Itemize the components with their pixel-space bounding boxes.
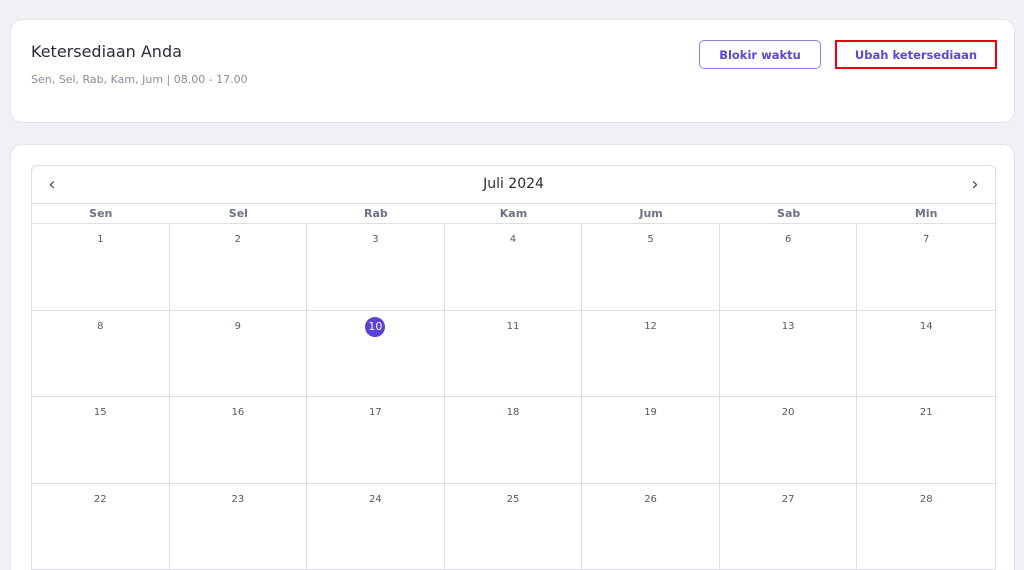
weekday-header: Sel	[228, 207, 248, 220]
calendar-day[interactable]: 4	[444, 224, 583, 311]
day-number: 7	[923, 234, 930, 245]
calendar-day[interactable]: 12	[582, 310, 720, 397]
day-number: 8	[97, 320, 104, 332]
day-number: 26	[644, 493, 657, 505]
edit-availability-button[interactable]: Ubah ketersediaan	[835, 40, 997, 69]
calendar-day[interactable]: 22	[32, 483, 170, 570]
calendar-day[interactable]: 15	[32, 397, 170, 484]
calendar-header: ‹ Juli 2024 ›	[32, 166, 995, 204]
weekday-header: Sen	[89, 207, 113, 220]
day-number: 10	[365, 316, 386, 337]
calendar-day[interactable]: 23	[169, 483, 308, 570]
day-number: 4	[509, 234, 517, 245]
day-number: 28	[919, 493, 933, 505]
day-number: 5	[647, 234, 654, 245]
calendar-day[interactable]: 5	[582, 224, 720, 311]
day-number: 22	[93, 493, 107, 505]
calendar-day[interactable]: 6	[719, 224, 858, 311]
calendar-day[interactable]: 7	[857, 224, 995, 311]
calendar-day[interactable]: 17	[307, 397, 445, 484]
weekday-header: Jum	[639, 207, 663, 220]
day-number: 1	[97, 234, 104, 245]
day-number: 24	[369, 493, 382, 505]
page-title: Ketersediaan Anda	[31, 42, 182, 61]
day-number: 17	[369, 407, 382, 418]
day-number: 14	[919, 320, 933, 332]
calendar-month: Juli 2024	[483, 176, 544, 192]
calendar-day[interactable]: 18	[444, 397, 583, 484]
weekday-header: Kam	[499, 207, 528, 220]
calendar-grid: 1 2 3 4 5 6 7 8 9 10 11 12 13 14 15 16 17 18 19 20 21 22 23 24 2…	[32, 224, 995, 570]
calendar-day[interactable]: 26	[582, 483, 720, 570]
calendar-day[interactable]: 9	[169, 310, 308, 397]
day-number: 16	[231, 407, 245, 418]
calendar-day[interactable]: 13	[719, 310, 858, 397]
weekday-row: Sen Sel Rab Kam Jum Sab Min	[32, 204, 995, 224]
calendar-day[interactable]: 16	[169, 397, 308, 484]
day-number: 15	[93, 407, 107, 418]
calendar-day[interactable]: 27	[719, 483, 858, 570]
day-number: 9	[234, 320, 242, 332]
calendar-day[interactable]: 19	[582, 397, 720, 484]
day-number: 13	[781, 320, 795, 332]
day-number: 25	[506, 493, 520, 505]
availability-schedule: Sen, Sel, Rab, Kam, Jum | 08.00 - 17.00	[31, 73, 248, 86]
calendar-day[interactable]: 14	[857, 311, 995, 397]
calendar-day[interactable]: 1	[32, 224, 170, 311]
calendar-day[interactable]: 25	[444, 483, 583, 570]
calendar-day[interactable]: 10	[307, 310, 445, 397]
day-number: 19	[644, 407, 657, 418]
availability-card: Ketersediaan Anda Sen, Sel, Rab, Kam, Ju…	[10, 19, 1015, 123]
day-number: 20	[781, 407, 795, 418]
day-number: 27	[781, 493, 795, 505]
day-number: 23	[231, 493, 245, 505]
calendar-day[interactable]: 2	[169, 224, 308, 311]
weekday-header: Sab	[777, 207, 801, 220]
chevron-right-icon[interactable]: ›	[971, 174, 979, 195]
calendar-day[interactable]: 20	[719, 397, 858, 484]
day-number: 6	[784, 234, 792, 245]
weekday-header: Rab	[364, 207, 388, 220]
day-number: 18	[506, 407, 520, 418]
calendar-day[interactable]: 24	[307, 483, 445, 570]
calendar-day[interactable]: 28	[857, 484, 995, 570]
calendar-day[interactable]: 11	[444, 310, 583, 397]
weekday-header: Min	[914, 207, 938, 220]
calendar-day[interactable]: 21	[857, 397, 995, 484]
calendar-day[interactable]: 3	[307, 224, 445, 311]
calendar-day[interactable]: 8	[32, 310, 170, 397]
day-number: 12	[644, 320, 657, 332]
day-number: 3	[372, 234, 379, 245]
day-number: 11	[506, 320, 520, 332]
chevron-left-icon[interactable]: ‹	[48, 174, 56, 195]
block-time-button[interactable]: Blokir waktu	[699, 40, 821, 69]
day-number: 21	[919, 407, 933, 418]
day-number: 2	[234, 234, 242, 245]
